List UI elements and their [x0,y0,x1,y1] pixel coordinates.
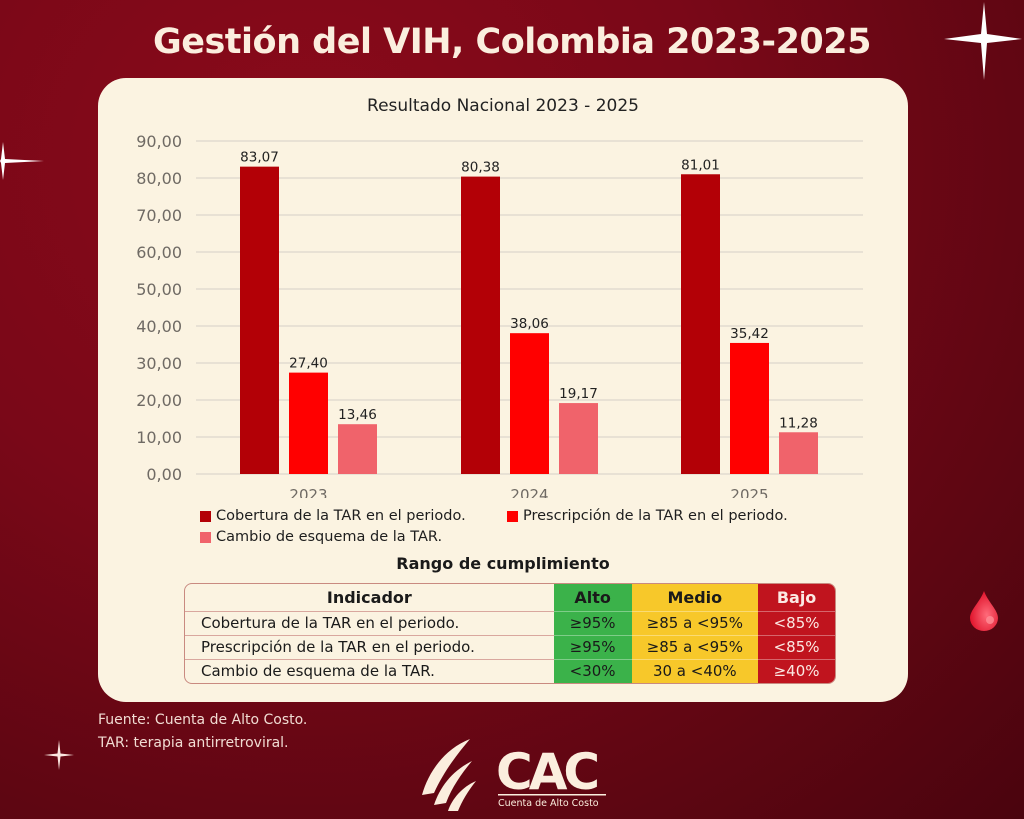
x-tick-label: 2025 [730,486,768,498]
bar [338,424,377,474]
bar [240,166,279,474]
abbreviation-note: TAR: terapia antirretroviral. [98,735,289,751]
y-tick-label: 70,00 [136,206,182,225]
sparkle-star-icon [44,740,74,770]
bar-chart: 0,00 10,00 20,00 30,00 40,00 50,00 60,00 70,00 8… [136,132,863,498]
logo-swoosh-icon [422,739,476,811]
header-medio: Medio [631,584,759,611]
y-tick-label: 10,00 [136,428,182,447]
bar [461,176,500,474]
table-row: Cambio de esquema de la TAR. <30% 30 a <… [185,659,835,683]
cac-logo: CAC Cuenta de Alto Costo [422,739,606,811]
y-tick-label: 0,00 [146,465,182,484]
y-tick-label: 30,00 [136,354,182,373]
legend-item-cobertura: Cobertura de la TAR en el periodo. [200,508,466,524]
chart-title: Resultado Nacional 2023 - 2025 [367,96,639,116]
sparkle-star-icon [0,142,44,180]
footer-notes: Fuente: Cuenta de Alto Costo. TAR: terap… [98,709,307,755]
data-label: 81,01 [681,157,720,173]
blood-drop-icon [970,591,998,631]
sparkle-star-icon [944,2,1022,80]
logo-acronym: CAC [496,743,597,801]
range-medio: ≥85 a <95% [631,635,759,659]
data-label: 11,28 [779,415,818,431]
header-alto: Alto [553,584,632,611]
y-tick-label: 80,00 [136,169,182,188]
x-tick-label: 2024 [510,486,548,498]
data-label: 19,17 [559,386,598,402]
bar [559,403,598,474]
range-alto: <30% [553,659,632,683]
header-bajo: Bajo [758,584,835,611]
ranges-title: Rango de cumplimiento [396,554,610,573]
indicator-name: Prescripción de la TAR en el periodo. [185,635,554,659]
legend-swatch [200,510,211,522]
range-bajo: ≥40% [758,659,835,683]
bar [289,372,328,474]
legend-label: Cobertura de la TAR en el periodo. [216,508,466,524]
legend-swatch [200,531,211,543]
x-tick-label: 2023 [289,486,327,498]
data-label: 35,42 [730,326,769,342]
chart-panel: Resultado Nacional 2023 - 2025 0,00 10,00… [98,78,908,702]
data-label: 27,40 [289,356,328,372]
y-tick-label: 60,00 [136,243,182,262]
indicator-name: Cobertura de la TAR en el periodo. [185,611,554,635]
logo-name: Cuenta de Alto Costo [498,798,599,809]
legend-label: Cambio de esquema de la TAR. [216,529,443,545]
range-alto: ≥95% [553,611,632,635]
bar [779,432,818,474]
data-label: 38,06 [510,316,549,332]
indicator-name: Cambio de esquema de la TAR. [185,659,554,683]
range-medio: ≥85 a <95% [631,611,759,635]
data-label: 83,07 [240,150,279,166]
bar [730,342,769,474]
ranges-header-row: Indicador Alto Medio Bajo [185,584,835,611]
y-tick-label: 90,00 [136,132,182,151]
header-indicador: Indicador [326,588,412,607]
legend-label: Prescripción de la TAR en el periodo. [523,508,788,524]
y-tick-label: 40,00 [136,317,182,336]
range-medio: 30 a <40% [631,659,759,683]
table-row: Prescripción de la TAR en el periodo. ≥9… [185,635,835,659]
bar [681,174,720,474]
data-label: 13,46 [338,407,377,423]
range-bajo: <85% [758,611,835,635]
ranges-table: Indicador Alto Medio Bajo Cobertura de l… [184,583,836,684]
legend-item-prescripcion: Prescripción de la TAR en el periodo. [507,508,788,524]
legend-item-cambio: Cambio de esquema de la TAR. [200,529,442,545]
logo-divider [498,794,606,796]
legend-swatch [507,510,518,522]
source-note: Fuente: Cuenta de Alto Costo. [98,712,308,728]
range-alto: ≥95% [553,635,632,659]
data-label: 80,38 [461,160,500,176]
range-bajo: <85% [758,635,835,659]
table-row: Cobertura de la TAR en el periodo. ≥95% … [185,611,835,635]
bar [510,333,549,474]
y-tick-label: 50,00 [136,280,182,299]
page-title: Gestión del VIH, Colombia 2023-2025 [153,22,871,62]
y-tick-label: 20,00 [136,391,182,410]
